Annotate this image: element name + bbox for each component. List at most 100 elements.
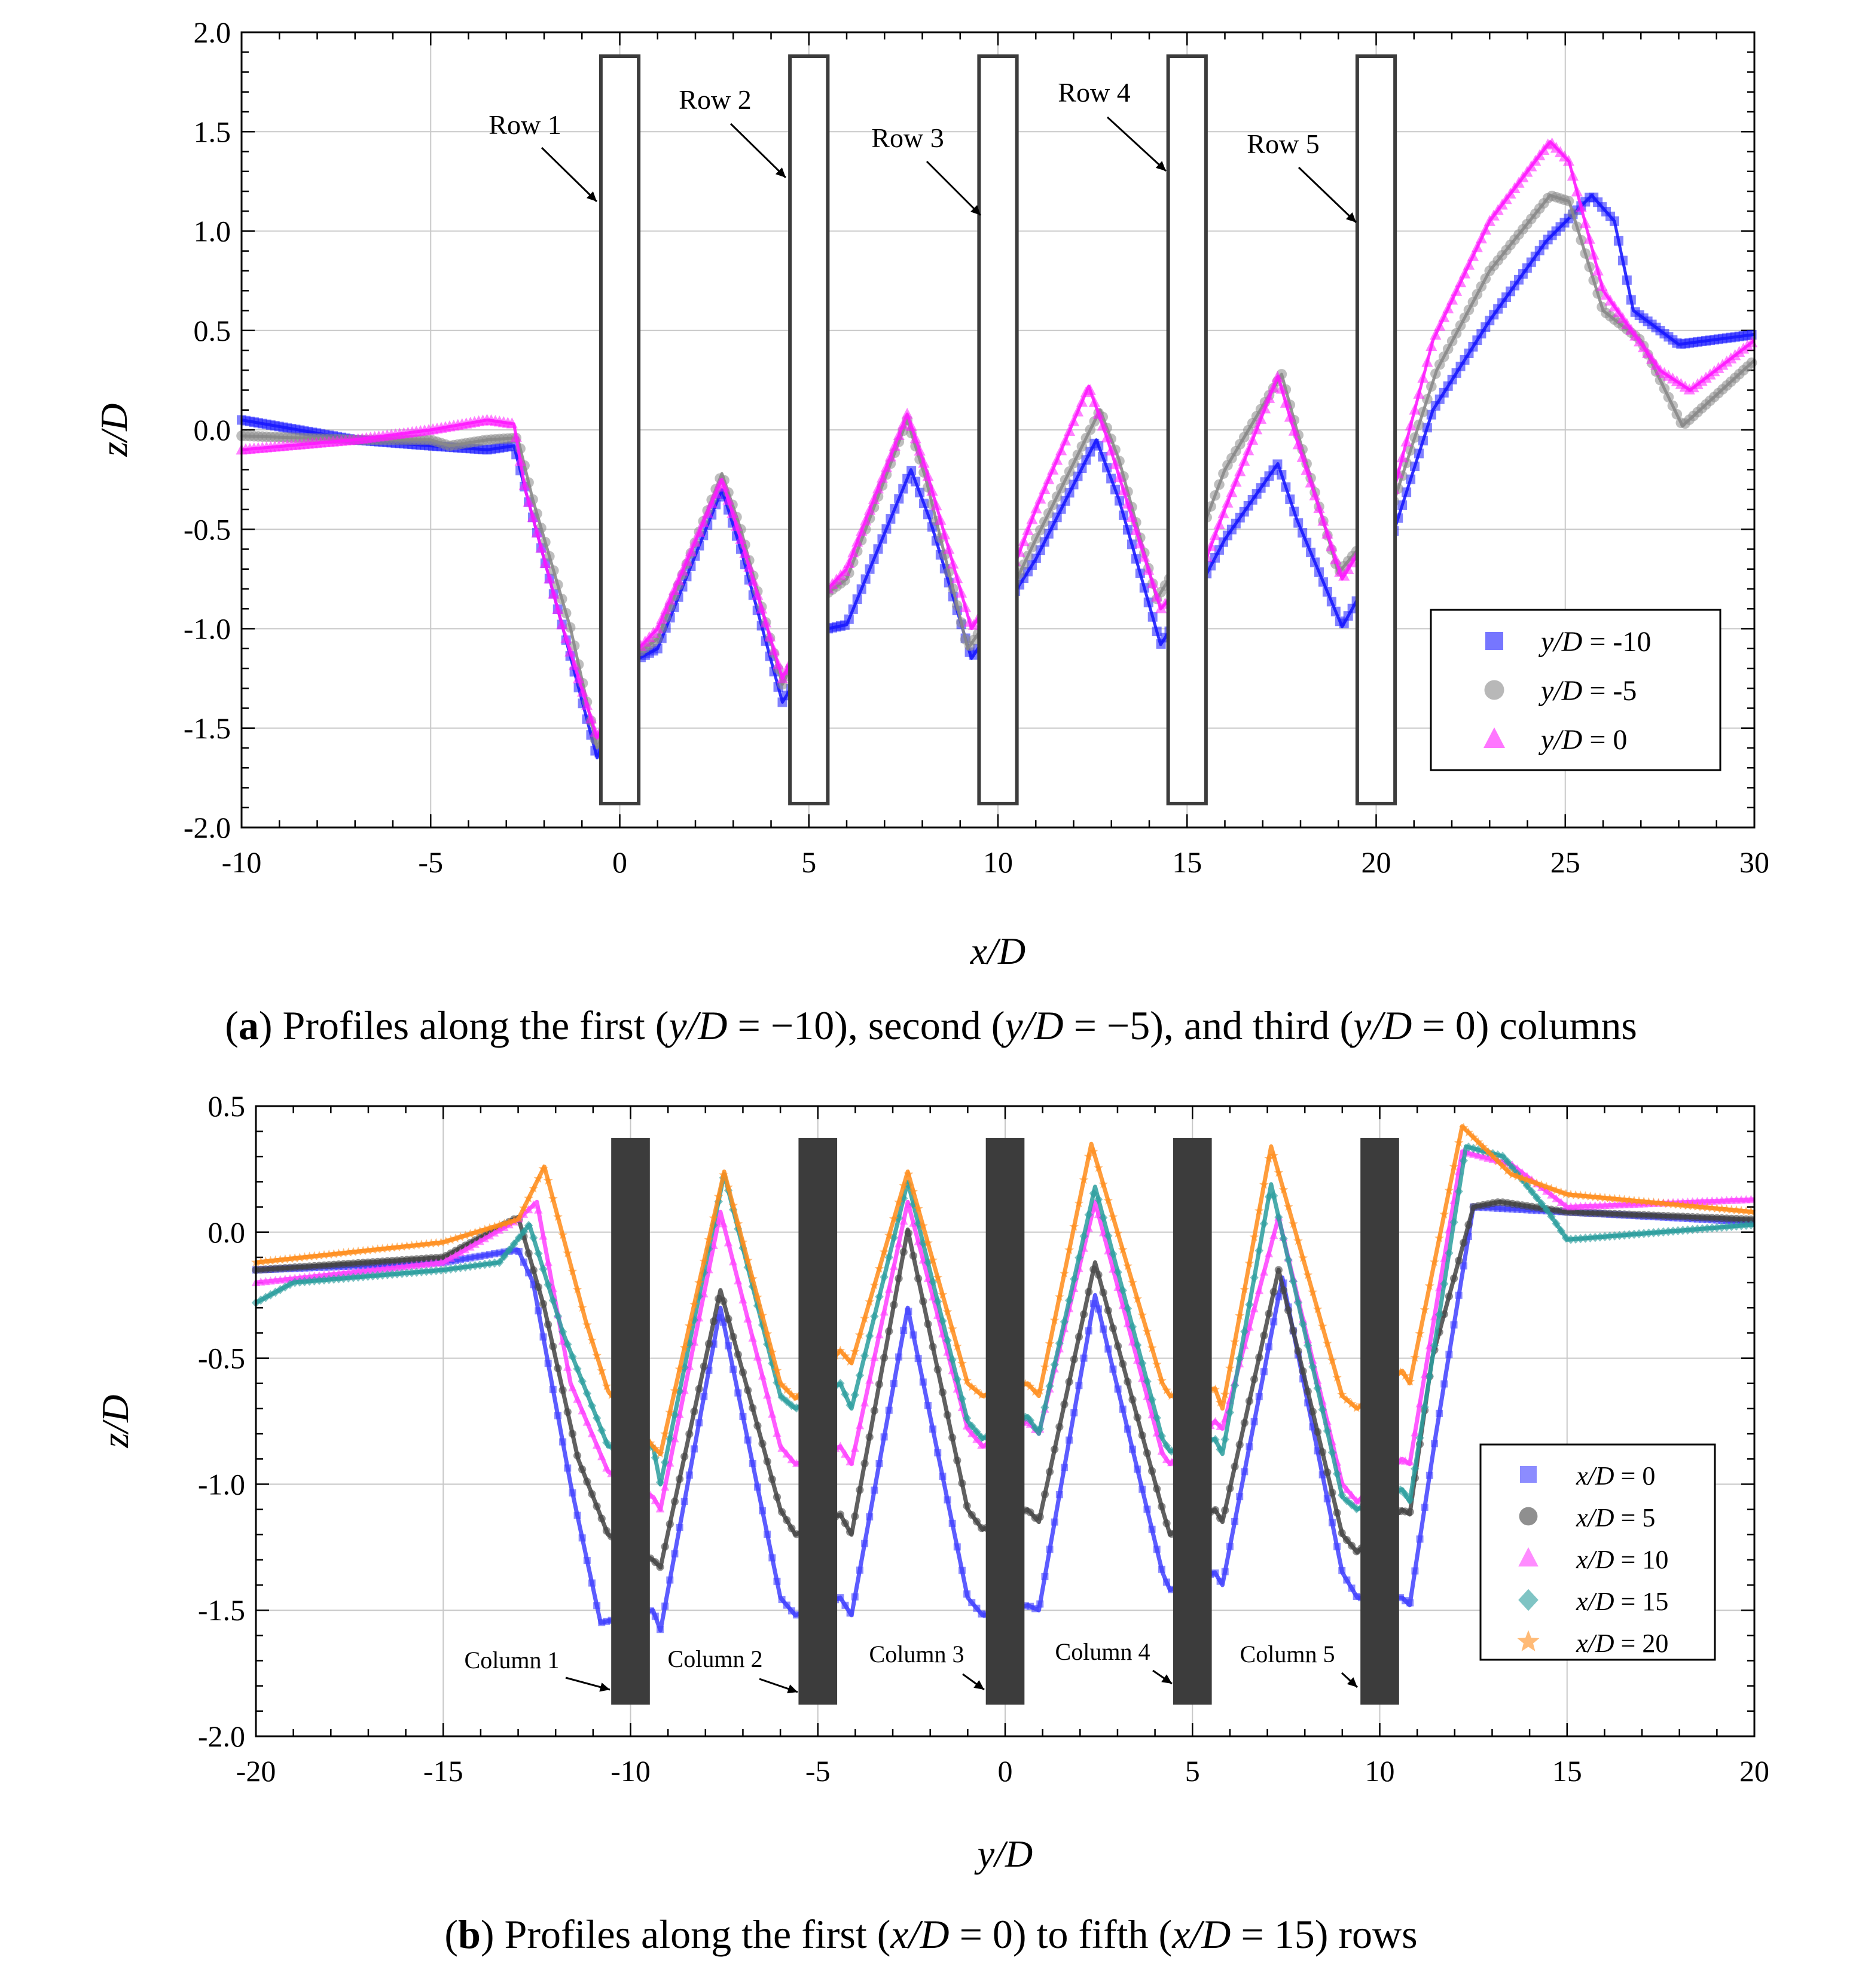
data-point xyxy=(1571,1234,1580,1244)
data-point xyxy=(1247,433,1259,445)
data-point xyxy=(871,1486,878,1494)
data-point xyxy=(1293,518,1304,528)
data-point xyxy=(1068,457,1079,469)
data-point xyxy=(1250,1375,1259,1384)
data-point xyxy=(764,1531,771,1538)
data-point xyxy=(1055,444,1067,456)
data-point xyxy=(924,1320,932,1329)
data-point xyxy=(1688,1224,1697,1235)
data-point xyxy=(1047,463,1059,475)
data-point xyxy=(1018,559,1029,570)
data-point xyxy=(1066,1436,1073,1444)
data-point xyxy=(451,1263,460,1274)
data-point xyxy=(884,1284,893,1293)
data-point xyxy=(734,1389,742,1397)
data-point xyxy=(939,1473,947,1480)
data-point xyxy=(743,561,755,572)
data-point xyxy=(266,1290,275,1300)
data-point xyxy=(581,699,593,710)
data-point xyxy=(651,1453,660,1462)
y-tick-label: 0.5 xyxy=(194,314,231,347)
data-point xyxy=(739,1413,747,1421)
arrow-head xyxy=(599,1682,610,1692)
data-point xyxy=(1226,1543,1234,1550)
data-point xyxy=(836,1378,845,1388)
data-point xyxy=(1151,590,1163,602)
data-point xyxy=(1658,1198,1668,1208)
y-tick-label: 1.5 xyxy=(194,115,231,148)
data-point xyxy=(1326,540,1338,552)
data-point xyxy=(1454,276,1467,288)
data-point xyxy=(1458,267,1471,279)
data-point xyxy=(1259,402,1271,414)
data-point xyxy=(913,1204,923,1213)
data-point xyxy=(899,1248,908,1256)
data-point xyxy=(934,1449,942,1456)
x-tick-label: -15 xyxy=(423,1754,463,1788)
data-point xyxy=(1118,510,1128,520)
y-tick-label: 1.0 xyxy=(194,215,231,248)
x-tick-label: -20 xyxy=(236,1754,276,1788)
data-point xyxy=(734,1276,743,1285)
data-point xyxy=(1288,425,1300,436)
data-point xyxy=(735,533,747,544)
data-point xyxy=(1537,1199,1546,1208)
data-point xyxy=(1397,500,1408,510)
data-point xyxy=(1294,1346,1302,1355)
arrow-head xyxy=(970,205,981,215)
obstacle-label: Column 3 xyxy=(869,1641,964,1668)
data-point xyxy=(1421,356,1433,367)
data-point xyxy=(339,1274,348,1283)
data-point xyxy=(544,572,555,584)
data-point xyxy=(1018,535,1030,546)
data-point xyxy=(939,528,951,540)
data-point xyxy=(1298,528,1308,538)
data-point xyxy=(1396,1367,1405,1377)
data-point xyxy=(1438,311,1450,322)
data-point xyxy=(923,1274,933,1282)
data-point xyxy=(1296,451,1308,462)
data-point xyxy=(1085,1327,1092,1335)
data-point xyxy=(1563,196,1574,207)
data-point xyxy=(777,1443,786,1452)
data-point xyxy=(1567,169,1579,181)
data-point xyxy=(1275,383,1287,394)
data-point xyxy=(1142,1326,1152,1336)
data-point xyxy=(748,1333,757,1342)
arrow-head xyxy=(973,1680,984,1690)
data-point xyxy=(1342,563,1354,575)
data-point xyxy=(1415,1329,1425,1338)
data-point xyxy=(909,1251,918,1260)
data-point xyxy=(1098,451,1108,462)
data-point xyxy=(422,1239,431,1248)
data-point xyxy=(875,1330,884,1339)
data-point xyxy=(1653,1198,1663,1207)
data-point xyxy=(1221,1506,1229,1514)
data-point xyxy=(539,1264,548,1274)
data-point xyxy=(432,1266,441,1275)
data-point xyxy=(914,1355,922,1363)
data-point xyxy=(1318,1448,1327,1456)
data-point xyxy=(956,587,967,598)
data-point xyxy=(1663,392,1674,403)
data-point xyxy=(1220,1389,1230,1399)
obstacle-rect xyxy=(611,1138,650,1705)
data-point xyxy=(1604,294,1616,306)
data-point xyxy=(1103,1195,1113,1205)
data-point xyxy=(850,1443,859,1452)
data-point xyxy=(656,612,668,624)
legend-marker xyxy=(1485,632,1503,650)
data-point xyxy=(1702,1202,1712,1212)
data-point xyxy=(1059,434,1072,446)
data-point xyxy=(744,1436,752,1444)
data-point xyxy=(377,1244,387,1253)
data-point xyxy=(1211,1569,1219,1577)
data-point xyxy=(1240,1284,1250,1294)
x-tick-label: 15 xyxy=(1172,845,1202,879)
data-point xyxy=(863,503,876,515)
x-tick-label: 0 xyxy=(612,845,627,879)
data-point xyxy=(1455,1256,1463,1265)
data-point xyxy=(928,1255,938,1265)
data-point xyxy=(976,1390,987,1400)
data-point xyxy=(1615,1230,1624,1241)
